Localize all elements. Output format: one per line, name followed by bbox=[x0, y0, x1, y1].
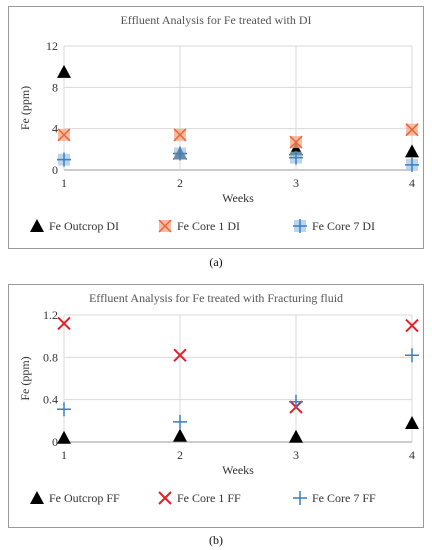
chart-b-point-s0-2-shape bbox=[289, 429, 303, 443]
chart-b-legend-marker-1 bbox=[158, 491, 172, 505]
chart-a-legend-label-2: Fe Core 7 DI bbox=[312, 219, 375, 233]
chart-a-legend-label-1: Fe Core 1 DI bbox=[177, 219, 240, 233]
chart-b-point-s1-3 bbox=[405, 318, 419, 333]
chart-a-point-s1-2-cross bbox=[289, 135, 303, 149]
chart-a-y-tick-label-3: 12 bbox=[46, 39, 58, 53]
chart-a-point-s0-3-shape bbox=[405, 144, 419, 158]
chart-a-point-s1-3-cross bbox=[405, 123, 419, 137]
chart-b-point-s2-1 bbox=[173, 414, 187, 429]
chart-b-series-2 bbox=[57, 348, 419, 429]
chart-b-x-tick-label-1: 2 bbox=[177, 448, 183, 462]
chart-b-y-axis-label: Fe (ppm) bbox=[18, 356, 32, 400]
chart-a-x-axis-label: Weeks bbox=[222, 191, 254, 205]
chart-b-x-axis-label: Weeks bbox=[222, 463, 254, 477]
chart-a-point-s2-0-cross bbox=[57, 152, 71, 167]
chart-a-y-axis-label: Fe (ppm) bbox=[18, 86, 32, 130]
chart-a-point-s2-3 bbox=[405, 157, 419, 172]
chart-a-legend-marker-2-cross bbox=[293, 219, 307, 233]
chart-b-series-0 bbox=[57, 415, 419, 444]
chart-a-series-1 bbox=[57, 123, 419, 149]
chart-a-x-tick-label-2: 3 bbox=[293, 176, 299, 190]
chart-a-point-s2-0 bbox=[57, 152, 71, 167]
chart-b-point-s2-2-shape bbox=[289, 394, 303, 409]
chart-a-legend-marker-1-cross bbox=[158, 219, 172, 233]
chart-a-x-tick-label-3: 4 bbox=[409, 176, 415, 190]
chart-a-y-tick-label-0: 0 bbox=[52, 163, 58, 177]
chart-b-point-s1-0-shape bbox=[57, 316, 71, 331]
chart-b-y-tick-label-1: 0.4 bbox=[43, 393, 58, 407]
chart-b-point-s0-3 bbox=[405, 415, 419, 429]
chart-a-point-s2-3-cross bbox=[405, 157, 419, 172]
chart-b-point-s2-3-shape bbox=[405, 348, 419, 363]
chart-b-y-tick-label-3: 1.2 bbox=[43, 308, 58, 322]
chart-b-x-tick-label-2: 3 bbox=[293, 448, 299, 462]
chart-b-point-s1-1-shape bbox=[173, 348, 187, 362]
chart-b: Effluent Analysis for Fe treated with Fr… bbox=[18, 291, 419, 505]
chart-a-legend-marker-0 bbox=[30, 219, 44, 232]
chart-b-point-s0-2 bbox=[289, 429, 303, 443]
chart-a-point-s1-1 bbox=[173, 128, 187, 142]
chart-a-point-s0-0-shape bbox=[57, 64, 71, 78]
chart-b-x-tick-label-0: 1 bbox=[61, 448, 67, 462]
chart-b-point-s0-0 bbox=[57, 430, 71, 444]
chart-a-series-0 bbox=[57, 64, 419, 160]
chart-a-point-s0-0 bbox=[57, 64, 71, 78]
chart-a-y-tick-label-1: 4 bbox=[52, 122, 58, 136]
chart-b-point-s2-0 bbox=[57, 402, 71, 417]
chart-b-point-s2-2 bbox=[289, 394, 303, 409]
chart-b-title: Effluent Analysis for Fe treated with Fr… bbox=[89, 291, 343, 305]
chart-a-legend-marker-2 bbox=[293, 219, 307, 233]
chart-b-point-s1-3-shape bbox=[405, 318, 419, 333]
chart-b-point-s1-1 bbox=[173, 348, 187, 362]
chart-a-point-s2-1 bbox=[173, 146, 187, 161]
chart-a-point-s1-0 bbox=[57, 128, 71, 142]
chart-a-point-s2-2 bbox=[289, 150, 303, 165]
chart-a-point-s1-2 bbox=[289, 135, 303, 149]
chart-b-point-s0-3-shape bbox=[405, 415, 419, 429]
chart-a-legend-label-0: Fe Outcrop DI bbox=[49, 219, 119, 233]
chart-b-x-tick-label-3: 4 bbox=[409, 448, 415, 462]
chart-a-legend-marker-1 bbox=[158, 219, 172, 233]
chart-b-legend-marker-2 bbox=[293, 491, 307, 505]
chart-b-point-s0-0-shape bbox=[57, 430, 71, 444]
chart-a-point-s2-2-cross bbox=[289, 150, 303, 165]
chart-b-legend-label-2: Fe Core 7 FF bbox=[312, 491, 376, 505]
chart-b-legend-label-0: Fe Outcrop FF bbox=[49, 491, 120, 505]
chart-b-point-s2-0-shape bbox=[57, 402, 71, 417]
chart-b-legend-marker-1-shape bbox=[158, 491, 172, 505]
chart-b-legend-marker-0 bbox=[30, 491, 44, 504]
chart-b-series-1 bbox=[57, 316, 419, 414]
chart-a-point-s1-1-cross bbox=[173, 128, 187, 142]
chart-a: Effluent Analysis for Fe treated with DI… bbox=[18, 13, 419, 233]
chart-b-point-s0-1 bbox=[173, 428, 187, 442]
chart-a-legend-marker-0-shape bbox=[30, 219, 44, 232]
chart-b-point-s2-1-shape bbox=[173, 414, 187, 429]
chart-b-point-s1-0 bbox=[57, 316, 71, 331]
chart-b-point-s0-1-shape bbox=[173, 428, 187, 442]
chart-b-y-tick-label-2: 0.8 bbox=[43, 350, 58, 364]
chart-b-legend-marker-2-shape bbox=[293, 491, 307, 505]
chart-a-point-s0-3 bbox=[405, 144, 419, 158]
chart-a-point-s2-1-cross bbox=[173, 146, 187, 161]
chart-a-point-s1-3 bbox=[405, 123, 419, 137]
chart-b-legend-label-1: Fe Core 1 FF bbox=[177, 491, 241, 505]
chart-a-point-s1-0-cross bbox=[57, 128, 71, 142]
chart-a-sublabel: (a) bbox=[209, 255, 223, 269]
chart-b-legend-marker-0-shape bbox=[30, 491, 44, 504]
chart-a-series-2 bbox=[57, 146, 419, 172]
chart-panel-b: Effluent Analysis for Fe treated with Fr… bbox=[8, 284, 424, 528]
chart-a-x-tick-label-1: 2 bbox=[177, 176, 183, 190]
chart-a-title: Effluent Analysis for Fe treated with DI bbox=[120, 13, 311, 27]
chart-b-point-s2-3 bbox=[405, 348, 419, 363]
chart-b-sublabel: (b) bbox=[209, 533, 223, 547]
chart-panel-a: Effluent Analysis for Fe treated with DI… bbox=[8, 6, 424, 249]
chart-a-x-tick-label-0: 1 bbox=[61, 176, 67, 190]
chart-a-y-tick-label-2: 8 bbox=[52, 80, 58, 94]
chart-b-y-tick-label-0: 0 bbox=[52, 435, 58, 449]
